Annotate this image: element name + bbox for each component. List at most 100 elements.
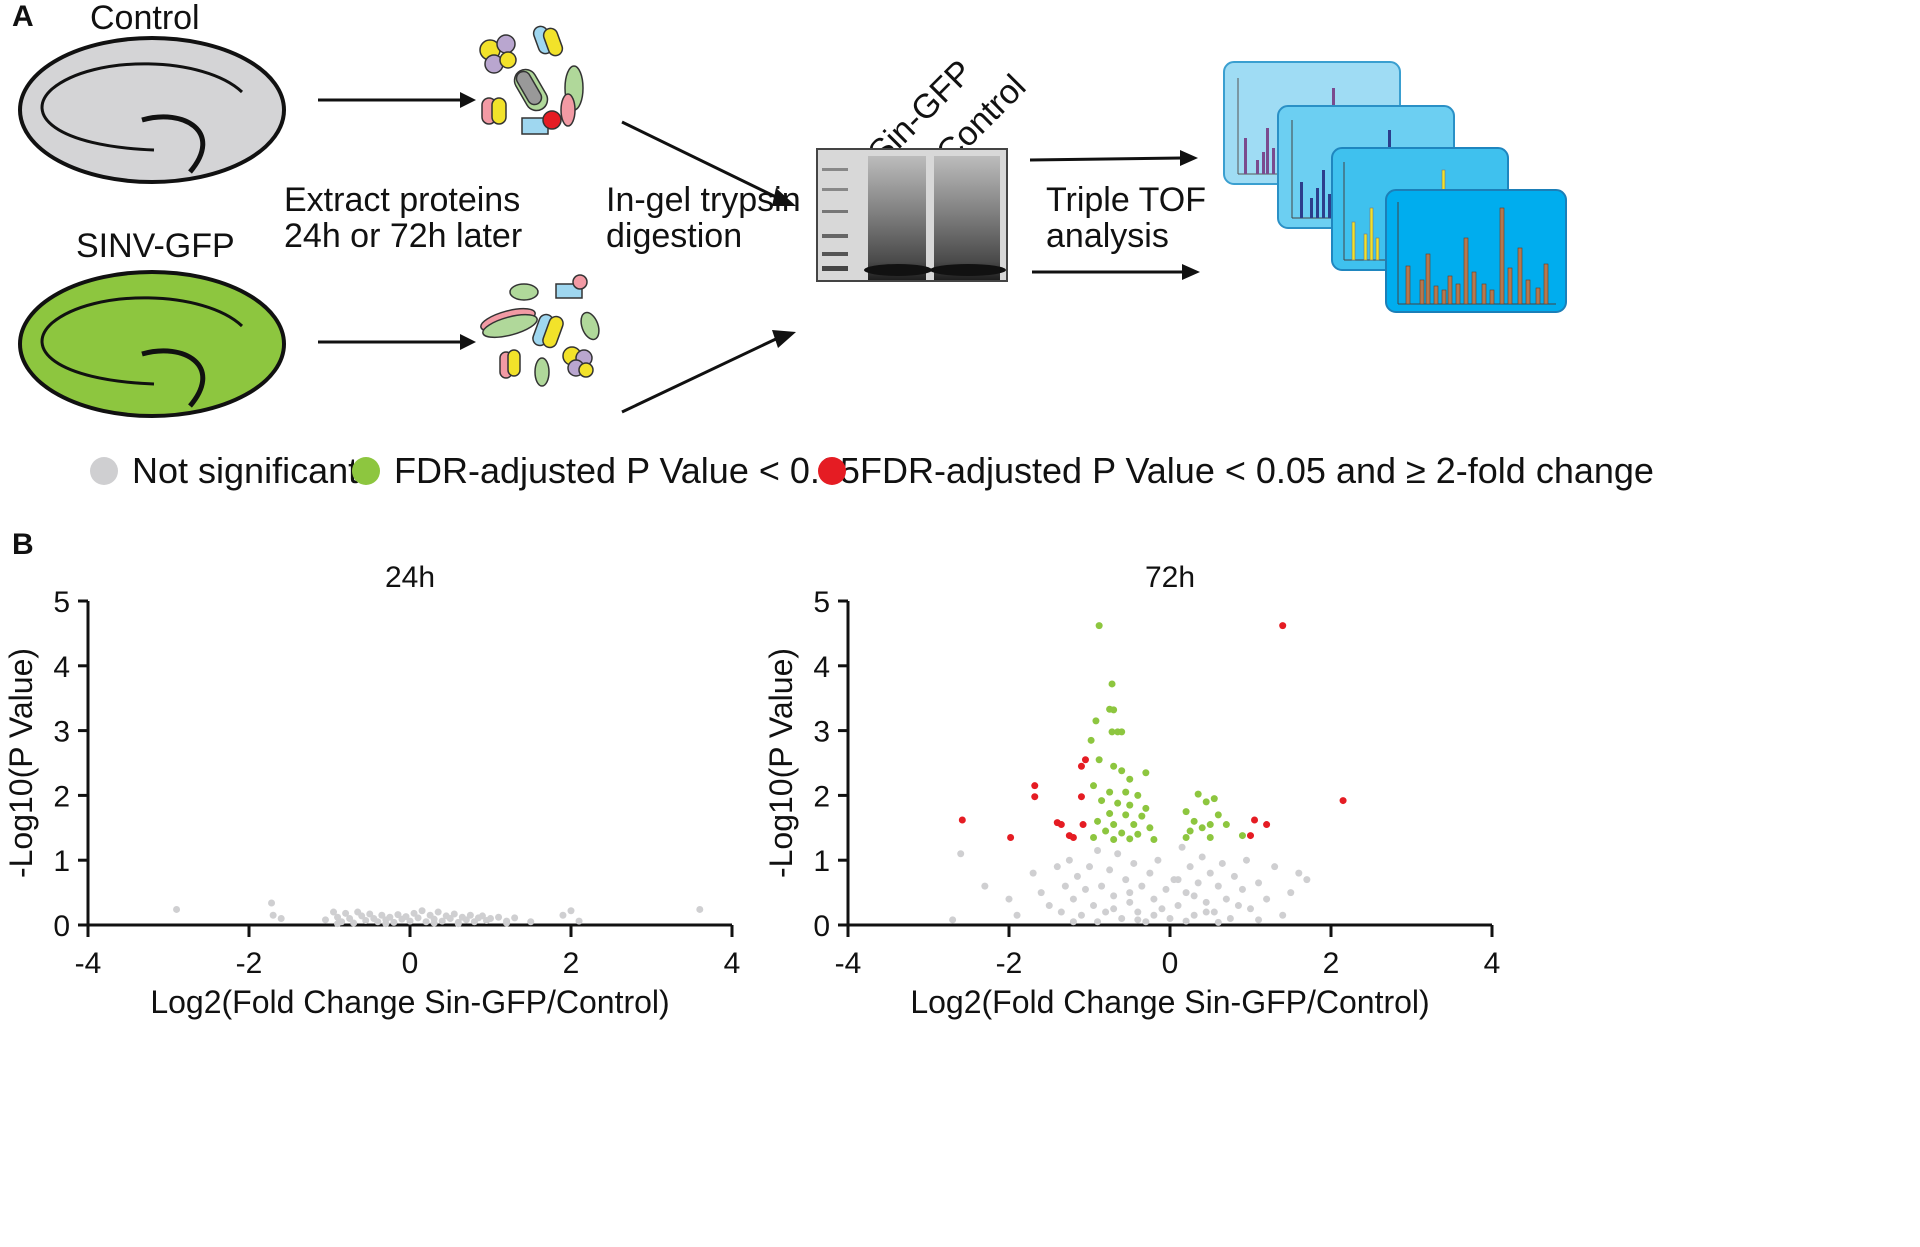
- chart-72h-point-series-1: [1090, 782, 1098, 790]
- digestion-text-line1: In-gel trypsin: [606, 181, 801, 219]
- panel-b-label: B: [12, 528, 34, 561]
- chart-72h-point-series-1: [1114, 799, 1122, 807]
- chart-72h-point-series-0: [1230, 872, 1238, 880]
- chart-24h-ytick-label: 3: [53, 716, 70, 749]
- chart-72h-ylabel: -Log10(P Value): [763, 648, 799, 878]
- protein-cluster-sinv: [480, 274, 600, 387]
- chart-72h-point-series-1: [1110, 835, 1118, 843]
- chart-72h-point-series-0: [1234, 902, 1242, 910]
- chart-72h-xtick-label: -2: [996, 947, 1023, 980]
- tof-text-line2: analysis: [1046, 217, 1169, 255]
- chart-24h-point-series-0: [382, 920, 390, 928]
- chart-72h-point-series-0: [1198, 853, 1206, 861]
- chart-72h-point-series-0: [1110, 905, 1118, 913]
- arrows-to-tof: [1029, 150, 1200, 280]
- chart-24h-ytick-label: 1: [53, 845, 70, 878]
- chart-72h-point-series-0: [981, 882, 989, 890]
- chart-24h-point-series-0: [374, 918, 382, 926]
- chart-24h-ytick-label: 0: [53, 910, 70, 943]
- chart-72h-point-series-0: [1134, 908, 1142, 916]
- chart-72h-point-series-0: [1073, 872, 1081, 880]
- legend-fdr: FDR-adjusted P Value < 0.05: [352, 450, 860, 492]
- chart-72h-point-series-0: [1255, 916, 1263, 924]
- chart-24h-point-series-0: [446, 915, 454, 923]
- control-illustration: [18, 36, 286, 184]
- chart-24h-point-series-0: [430, 919, 438, 927]
- chart-72h-point-series-0: [1182, 889, 1190, 897]
- chart-72h-point-series-1: [1118, 829, 1126, 837]
- chart-72h-point-series-1: [1095, 622, 1103, 630]
- chart-24h-point-series-0: [269, 911, 277, 919]
- chart-72h-point-series-0: [1126, 898, 1134, 906]
- chart-72h-point-series-1: [1146, 824, 1154, 832]
- chart-24h-point-series-0: [334, 920, 342, 928]
- chart-72h-point-series-0: [1174, 902, 1182, 910]
- chart-24h-point-series-0: [462, 916, 470, 924]
- chart-72h-point-series-0: [1150, 895, 1158, 903]
- chart-72h-point-series-0: [1053, 863, 1061, 871]
- legend-not-significant: Not significant: [90, 450, 358, 492]
- chart-72h-point-series-0: [1154, 856, 1162, 864]
- chart-72h-xlabel: Log2(Fold Change Sin-GFP/Control): [910, 984, 1429, 1020]
- chart-24h-point-series-0: [362, 916, 370, 924]
- chart-72h-point-series-0: [1190, 892, 1198, 900]
- chart-24h-point-series-0: [394, 911, 402, 919]
- chart-24h-point-series-0: [321, 916, 329, 924]
- chart-24h-point-series-0: [268, 899, 276, 907]
- chart-72h-point-series-0: [1214, 882, 1222, 890]
- chart-72h-point-series-0: [957, 850, 965, 858]
- chart-24h-point-series-0: [434, 908, 442, 916]
- chart-72h-point-series-1: [1122, 788, 1130, 796]
- chart-72h-point-series-0: [1210, 908, 1218, 916]
- chart-72h-point-series-1: [1194, 790, 1202, 798]
- chart-72h-point-series-1: [1110, 706, 1118, 714]
- volcano-plot-24h: 24h 0 1 2 3 4 5 -4 -2 0 2 4 Log2(Fold Change Sin-GFP…: [3, 561, 740, 1020]
- legend-grey-dot: [90, 457, 118, 485]
- chart-72h-ytick-label: 1: [813, 845, 830, 878]
- chart-72h-point-series-0: [1077, 911, 1085, 919]
- chart-24h-xlabel: Log2(Fold Change Sin-GFP/Control): [150, 984, 669, 1020]
- chart-24h-point-series-0: [414, 914, 422, 922]
- sinv-ellipse: [18, 270, 286, 418]
- chart-72h-point-series-0: [1090, 902, 1098, 910]
- chart-72h-point-series-2: [958, 816, 966, 824]
- chart-24h-point-series-0: [422, 918, 430, 926]
- chart-72h-point-series-2: [1279, 622, 1287, 630]
- chart-72h-title: 72h: [1145, 561, 1195, 594]
- chart-72h-point-series-0: [1094, 918, 1102, 926]
- chart-72h-point-series-0: [1146, 869, 1154, 877]
- chart-24h-ytick-label: 2: [53, 780, 70, 813]
- chart-72h-point-series-0: [1247, 905, 1254, 913]
- chart-24h-ylabel: -Log10(P Value): [3, 648, 39, 878]
- chart-72h-point-series-0: [1214, 918, 1222, 926]
- chart-72h-ytick-label: 0: [813, 910, 830, 943]
- chart-24h-point-series-0: [342, 909, 350, 917]
- extract-text-line2: 24h or 72h later: [284, 217, 523, 255]
- chart-72h-point-series-0: [1238, 885, 1246, 893]
- chart-72h-point-series-1: [1106, 788, 1114, 796]
- chart-72h-point-series-0: [1102, 908, 1110, 916]
- chart-72h-point-series-1: [1134, 791, 1142, 799]
- chart-72h-point-series-1: [1118, 767, 1126, 775]
- chart-24h-point-series-0: [511, 914, 519, 922]
- chart-72h-ytick-label: 5: [813, 586, 830, 619]
- chart-72h-ytick-label: 2: [813, 780, 830, 813]
- chart-72h-point-series-0: [1190, 911, 1198, 919]
- chart-72h-xtick-label: 2: [1323, 947, 1340, 980]
- chart-72h-point-series-0: [1098, 882, 1106, 890]
- chart-72h-point-series-2: [1339, 797, 1347, 805]
- legend-not-significant-label: Not significant: [132, 450, 359, 491]
- chart-72h-point-series-1: [1126, 835, 1134, 843]
- chart-72h-point-series-1: [1102, 827, 1110, 835]
- chart-72h-point-series-0: [1106, 866, 1114, 874]
- chart-24h-point-series-0: [366, 910, 374, 918]
- chart-72h-point-series-1: [1110, 821, 1118, 829]
- chart-72h-point-series-2: [1251, 816, 1259, 824]
- legend-fdr-fold: FDR-adjusted P Value < 0.05 and ≥ 2-fold…: [818, 450, 1654, 492]
- chart-72h-point-series-1: [1186, 827, 1194, 835]
- chart-72h-point-series-2: [1031, 782, 1039, 790]
- chart-72h-point-series-1: [1087, 736, 1095, 744]
- chart-24h-point-series-0: [330, 908, 338, 916]
- chart-24h-point-series-0: [418, 907, 426, 915]
- chart-72h-point-series-0: [1013, 911, 1021, 919]
